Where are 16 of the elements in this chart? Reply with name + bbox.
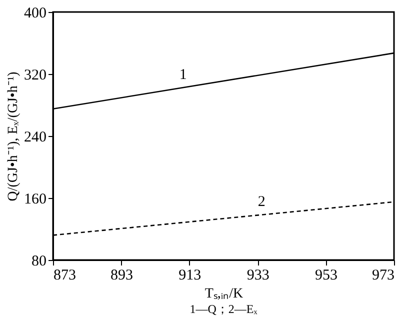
x-tick-label: 933 [246, 268, 270, 284]
y-axis-title: Q/(GJ•h⁻¹), Eₓ/(GJ•h⁻¹) [6, 71, 21, 202]
x-tick-label: 973 [372, 268, 394, 284]
annotation: 1 [179, 66, 187, 83]
y-tick-label: 160 [24, 192, 46, 208]
y-tick-label: 240 [24, 130, 46, 146]
y-tick-label: 400 [24, 6, 46, 22]
text: 1—Q；2—Eₓ [190, 302, 258, 316]
x-tick-label: 893 [110, 268, 133, 284]
x-tick-label: 953 [315, 268, 338, 284]
x-tick-label: 913 [178, 268, 202, 284]
annotation: 2 [258, 194, 266, 210]
y-tick-label: 80 [32, 254, 46, 270]
x-axis-title: Tₛ,ᵢₙ/K [204, 286, 244, 302]
y-tick-label: 320 [24, 68, 46, 84]
x-tick-label: 873 [54, 268, 76, 284]
